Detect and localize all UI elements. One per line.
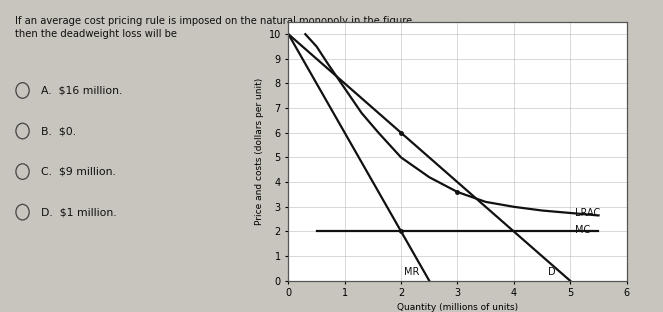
Text: D.  $1 million.: D. $1 million. (41, 207, 117, 217)
Text: If an average cost pricing rule is imposed on the natural monopoly in the figure: If an average cost pricing rule is impos… (15, 16, 415, 39)
Y-axis label: Price and costs (dollars per unit): Price and costs (dollars per unit) (255, 78, 265, 225)
Text: D: D (548, 267, 556, 277)
Text: MC: MC (575, 225, 590, 235)
Text: B.  $0.: B. $0. (41, 126, 76, 136)
Text: LRAC: LRAC (575, 208, 600, 218)
X-axis label: Quantity (millions of units): Quantity (millions of units) (397, 303, 518, 312)
Text: A.  $16 million.: A. $16 million. (41, 85, 123, 95)
Text: MR: MR (404, 267, 419, 277)
Text: C.  $9 million.: C. $9 million. (41, 167, 116, 177)
